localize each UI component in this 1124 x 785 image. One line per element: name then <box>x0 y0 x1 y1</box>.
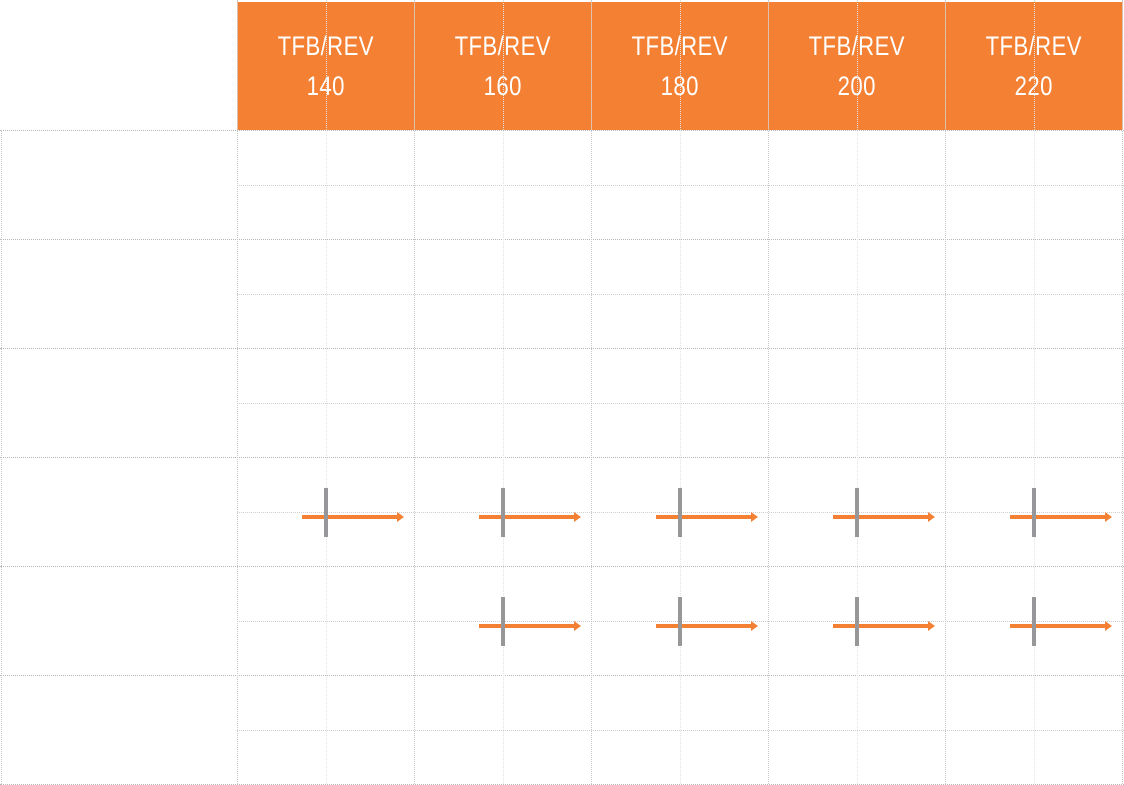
arrow-marker <box>655 620 758 631</box>
tick-marker <box>854 487 859 537</box>
row-midline <box>237 729 1124 731</box>
row-midline <box>237 184 1124 186</box>
arrow-marker <box>1009 511 1112 522</box>
tick-marker <box>677 596 682 646</box>
column-midline <box>325 0 327 784</box>
arrow-marker <box>832 620 935 631</box>
column-divider <box>591 0 592 784</box>
tick-marker <box>854 596 859 646</box>
column-midline <box>679 0 681 784</box>
row-divider <box>0 239 1124 240</box>
tick-marker <box>677 487 682 537</box>
column-divider <box>414 0 415 784</box>
column-divider <box>945 0 946 784</box>
tick-marker <box>500 487 505 537</box>
tick-marker <box>1031 596 1036 646</box>
column-divider <box>237 0 238 784</box>
column-divider <box>768 0 769 784</box>
row-divider <box>0 457 1124 458</box>
column-midline <box>856 0 858 784</box>
row-divider <box>0 348 1124 349</box>
arrow-marker <box>478 511 581 522</box>
row-divider <box>0 566 1124 567</box>
column-midline <box>502 0 504 784</box>
column-midline <box>1033 0 1035 784</box>
column-divider <box>1122 0 1123 784</box>
row-divider <box>0 130 1124 131</box>
tick-marker <box>1031 487 1036 537</box>
row-divider <box>0 675 1124 676</box>
column-divider <box>1 130 2 784</box>
arrow-marker <box>655 511 758 522</box>
arrow-marker <box>1009 620 1112 631</box>
row-midline <box>237 402 1124 404</box>
tick-marker <box>500 596 505 646</box>
arrow-marker <box>832 511 935 522</box>
arrow-marker <box>478 620 581 631</box>
tick-marker <box>323 487 328 537</box>
row-midline <box>237 293 1124 295</box>
arrow-marker <box>301 511 404 522</box>
